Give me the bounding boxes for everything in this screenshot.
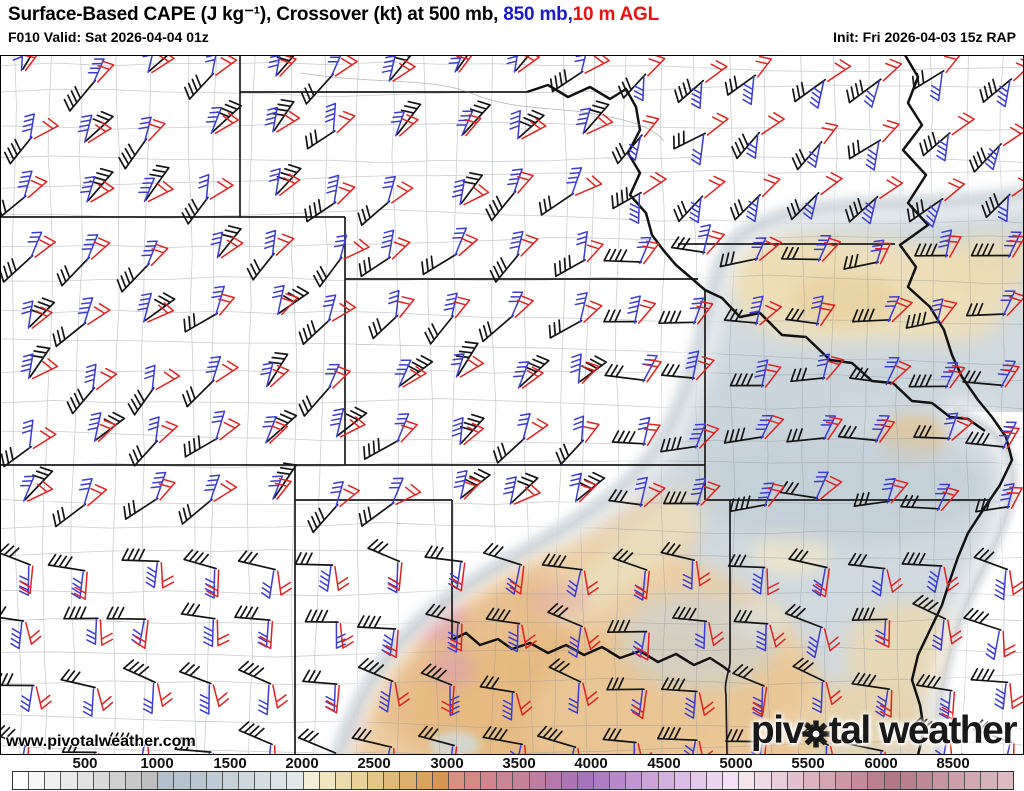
colorbar-tick-label: 4500 bbox=[647, 755, 681, 772]
colorbar-cell bbox=[803, 772, 821, 789]
colorbar-cell bbox=[497, 772, 514, 789]
map-canvas: www.pivotalweather.com piv tal weather bbox=[0, 35, 1024, 784]
colorbar-cell bbox=[206, 772, 223, 789]
colorbar-cell bbox=[771, 772, 788, 789]
watermark: www.pivotalweather.com bbox=[6, 733, 196, 750]
valid-time: F010 Valid: Sat 2026-04-04 01z bbox=[8, 29, 209, 45]
logo-text-left: piv bbox=[750, 709, 804, 752]
colorbar-cell bbox=[319, 772, 336, 789]
colorbar-cell bbox=[238, 772, 256, 789]
logo-text-right: tal weather bbox=[828, 709, 1018, 752]
county-lines bbox=[0, 54, 1024, 756]
colorbar-cell bbox=[432, 772, 449, 789]
colorbar-cell bbox=[368, 772, 385, 789]
colorbar-cell bbox=[577, 772, 595, 789]
colorbar-cell bbox=[109, 772, 126, 789]
page-title: Surface-Based CAPE (J kg⁻¹), Crossover (… bbox=[8, 3, 1016, 27]
colorbar-cell bbox=[448, 772, 465, 789]
colorbar-tick-label: 1000 bbox=[140, 755, 174, 772]
colorbar-cell bbox=[335, 772, 352, 789]
colorbar-cell bbox=[271, 772, 288, 789]
colorbar-cell bbox=[949, 772, 966, 789]
colorbar-tick-label: 2500 bbox=[357, 755, 391, 772]
colorbar-cell bbox=[820, 772, 837, 789]
title-part: Surface-Based CAPE (J kg⁻¹), Crossover (… bbox=[8, 4, 504, 25]
colorbar-cell bbox=[384, 772, 401, 789]
colorbar-cell bbox=[884, 772, 901, 789]
colorbar-cell bbox=[190, 772, 207, 789]
state-borders bbox=[0, 55, 990, 756]
colorbar-cell bbox=[125, 772, 143, 789]
colorbar-tick-label: 5500 bbox=[791, 755, 825, 772]
barb-850mb bbox=[10, 44, 1022, 784]
colorbar-cell bbox=[416, 772, 433, 789]
colorbar-tick-label: 500 bbox=[72, 755, 98, 772]
colorbar-tick-label: 4000 bbox=[574, 755, 608, 772]
colorbar-cell bbox=[529, 772, 546, 789]
colorbar-cell bbox=[303, 772, 320, 789]
colorbar-cell bbox=[900, 772, 917, 789]
colorbar-cell bbox=[351, 772, 369, 789]
colorbar-cell bbox=[933, 772, 950, 789]
colorbar-cell bbox=[287, 772, 304, 789]
title-part: 850 mb, bbox=[503, 4, 573, 25]
colorbar-cell bbox=[174, 772, 191, 789]
colorbar-cell bbox=[513, 772, 530, 789]
colorbar-cell bbox=[93, 772, 110, 789]
colorbar-cell bbox=[545, 772, 562, 789]
colorbar-cell bbox=[626, 772, 643, 789]
colorbar-tick-label: 1500 bbox=[213, 755, 247, 772]
colorbar-cell bbox=[707, 772, 724, 789]
colorbar-tick-label: 8500 bbox=[936, 755, 970, 772]
title-part: 10 m AGL bbox=[572, 4, 660, 25]
init-time: Init: Fri 2026-04-03 15z RAP bbox=[833, 29, 1016, 45]
colorbar-cell bbox=[852, 772, 869, 789]
colorbar-cell bbox=[755, 772, 772, 789]
colorbar-cell bbox=[642, 772, 659, 789]
colorbar-cell bbox=[464, 772, 482, 789]
colorbar-tick-label: 3500 bbox=[502, 755, 536, 772]
colorbar-cell bbox=[222, 772, 239, 789]
colorbar-tick-label: 2000 bbox=[285, 755, 319, 772]
colorbar-cell bbox=[400, 772, 417, 789]
map-header: Surface-Based CAPE (J kg⁻¹), Crossover (… bbox=[0, 0, 1024, 55]
colorbar-cell bbox=[739, 772, 756, 789]
colorbar-cell bbox=[836, 772, 853, 789]
colorbar-cell bbox=[481, 772, 498, 789]
gear-icon bbox=[802, 720, 830, 748]
colorbar-cell bbox=[997, 772, 1013, 789]
colorbar-cell bbox=[13, 772, 30, 789]
colorbar-cell bbox=[787, 772, 804, 789]
colorbar-tick-label: 3000 bbox=[430, 755, 464, 772]
colorbar-tick-label: 6000 bbox=[864, 755, 898, 772]
colorbar-cell bbox=[690, 772, 708, 789]
colorbar-cell bbox=[594, 772, 611, 789]
colorbar-cell bbox=[255, 772, 272, 789]
colorbar-cell bbox=[658, 772, 675, 789]
colorbar-cell bbox=[965, 772, 982, 789]
river-platte bbox=[299, 72, 665, 142]
colorbar-cell bbox=[561, 772, 578, 789]
barb-10m bbox=[15, 49, 1024, 782]
colorbar-cells bbox=[12, 771, 1014, 790]
colorbar-cell bbox=[61, 772, 78, 789]
colorbar-cell bbox=[45, 772, 62, 789]
colorbar-cell bbox=[29, 772, 46, 789]
colorbar-cell bbox=[981, 772, 998, 789]
weather-map-svg bbox=[0, 35, 1024, 784]
colorbar-cell bbox=[158, 772, 175, 789]
colorbar-tick-label: 5000 bbox=[719, 755, 753, 772]
colorbar-cell bbox=[916, 772, 934, 789]
meta-line: F010 Valid: Sat 2026-04-04 01z Init: Fri… bbox=[8, 27, 1016, 47]
colorbar-cell bbox=[868, 772, 885, 789]
pivotal-weather-logo: piv tal weather bbox=[750, 709, 1018, 753]
rivers bbox=[451, 54, 1014, 756]
cape-colorbar: 500 1000 1500 2000 2500 3000 3500 4000 4500 5000 5… bbox=[0, 755, 1024, 791]
colorbar-cell bbox=[77, 772, 94, 789]
colorbar-cell bbox=[142, 772, 159, 789]
colorbar-cell bbox=[723, 772, 740, 789]
colorbar-cell bbox=[610, 772, 627, 789]
colorbar-cell bbox=[674, 772, 691, 789]
